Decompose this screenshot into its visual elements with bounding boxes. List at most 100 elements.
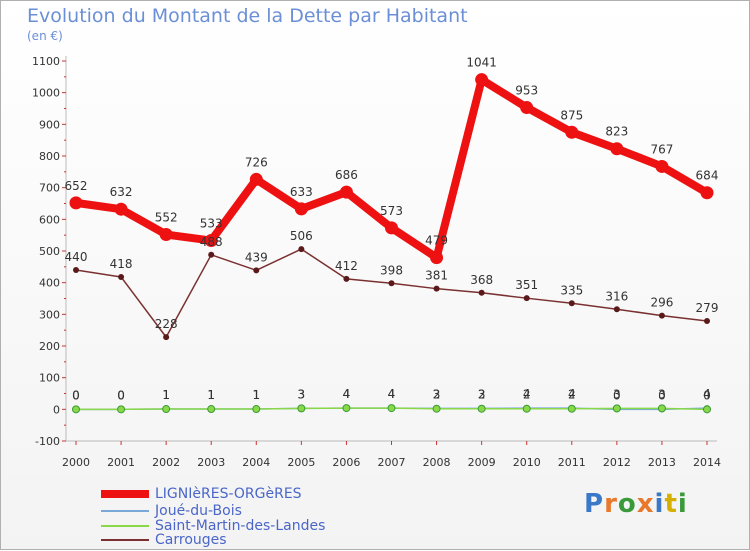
- y-tick-label: 600: [39, 213, 60, 226]
- data-point: [388, 280, 395, 287]
- data-point: [612, 404, 621, 413]
- data-point: [249, 172, 263, 186]
- data-point: [114, 202, 128, 216]
- data-label: 552: [155, 211, 178, 225]
- data-label: 439: [245, 250, 268, 264]
- x-tick-label: 2001: [107, 456, 135, 469]
- data-label: 4: [523, 387, 531, 401]
- y-tick-label: 700: [39, 182, 60, 195]
- data-point: [520, 101, 534, 115]
- data-label: 633: [290, 185, 313, 199]
- data-label: 0: [72, 388, 80, 402]
- data-label: 381: [425, 269, 448, 283]
- data-label: 398: [380, 263, 403, 277]
- data-label: 0: [613, 388, 621, 402]
- data-label: 3: [298, 387, 306, 401]
- legend-label: Carrouges: [155, 531, 227, 548]
- data-label: 1: [162, 388, 170, 402]
- y-tick-label: 800: [39, 150, 60, 163]
- data-point: [69, 196, 83, 210]
- data-label: 228: [155, 317, 178, 331]
- data-label: 488: [200, 235, 223, 249]
- data-point: [703, 405, 711, 414]
- data-point: [475, 73, 489, 87]
- data-label: 4: [388, 387, 396, 401]
- data-label: 684: [696, 169, 719, 183]
- legend-label: LIGNIèRES-ORGèRES: [155, 485, 302, 502]
- brand-letter: i: [677, 489, 688, 519]
- y-tick-label: 400: [39, 277, 60, 290]
- legend-label: Joué-du-Bois: [155, 502, 242, 519]
- data-point: [433, 285, 440, 292]
- data-label: 3: [478, 387, 486, 401]
- data-point: [343, 275, 350, 282]
- data-point: [208, 251, 215, 258]
- legend-swatch: [101, 524, 149, 527]
- data-point: [432, 404, 441, 413]
- data-point: [298, 246, 305, 253]
- data-point: [117, 405, 126, 414]
- x-tick-label: 2008: [423, 456, 451, 469]
- data-point: [655, 159, 669, 173]
- brand-letter: i: [654, 489, 665, 519]
- data-label: 4: [703, 387, 711, 401]
- data-point: [297, 404, 306, 413]
- y-tick-label: 900: [39, 118, 60, 131]
- data-point: [163, 334, 170, 341]
- brand-letter: x: [636, 489, 655, 519]
- legend-swatch: [101, 509, 149, 512]
- data-point: [610, 142, 624, 156]
- data-label: 1: [252, 388, 260, 402]
- brand-letter: P: [584, 489, 605, 519]
- data-label: 0: [658, 388, 666, 402]
- data-point: [118, 273, 125, 280]
- data-label: 1041: [466, 56, 497, 70]
- data-point: [430, 251, 444, 265]
- data-point: [73, 267, 79, 273]
- x-tick-label: 2012: [603, 456, 631, 469]
- y-tick-label: 1000: [32, 87, 60, 100]
- data-point: [342, 404, 351, 413]
- data-point: [567, 404, 576, 413]
- x-tick-label: 2000: [62, 456, 90, 469]
- data-label: 2: [523, 388, 531, 402]
- chart-title: Evolution du Montant de la Dette par Hab…: [27, 5, 468, 27]
- legend-label: Saint-Martin-des-Landes: [155, 517, 326, 534]
- data-label: 368: [470, 273, 493, 287]
- y-tick-label: 0: [53, 403, 60, 416]
- data-label: 412: [335, 259, 358, 273]
- data-label: 1: [207, 388, 215, 402]
- x-tick-label: 2003: [197, 456, 225, 469]
- brand-letter: t: [664, 489, 678, 519]
- data-label: 440: [65, 250, 88, 264]
- data-point: [522, 404, 531, 413]
- data-point: [385, 221, 398, 235]
- data-label: 632: [110, 185, 133, 199]
- data-label: 0: [117, 388, 125, 402]
- data-label: 3: [433, 387, 441, 401]
- x-tick-label: 2007: [378, 456, 406, 469]
- brand-letter: o: [617, 489, 637, 519]
- data-label: 506: [290, 229, 313, 243]
- data-point: [72, 405, 80, 414]
- data-label: 4: [568, 387, 576, 401]
- data-label: 533: [200, 217, 223, 231]
- data-label: 875: [560, 108, 583, 122]
- data-point: [657, 404, 666, 413]
- data-point: [568, 300, 575, 307]
- brand-letter: r: [604, 489, 618, 519]
- data-point: [159, 228, 173, 242]
- data-label: 479: [425, 234, 448, 248]
- data-label: 1: [252, 388, 260, 402]
- legend-swatch: [101, 538, 149, 541]
- data-label: 4: [343, 387, 351, 401]
- data-label: 2: [568, 388, 576, 402]
- x-tick-label: 2006: [332, 456, 360, 469]
- y-tick-label: 1100: [32, 55, 60, 68]
- data-label: 335: [560, 283, 583, 297]
- data-label: 0: [703, 388, 711, 402]
- data-point: [477, 404, 486, 413]
- data-point: [339, 185, 353, 199]
